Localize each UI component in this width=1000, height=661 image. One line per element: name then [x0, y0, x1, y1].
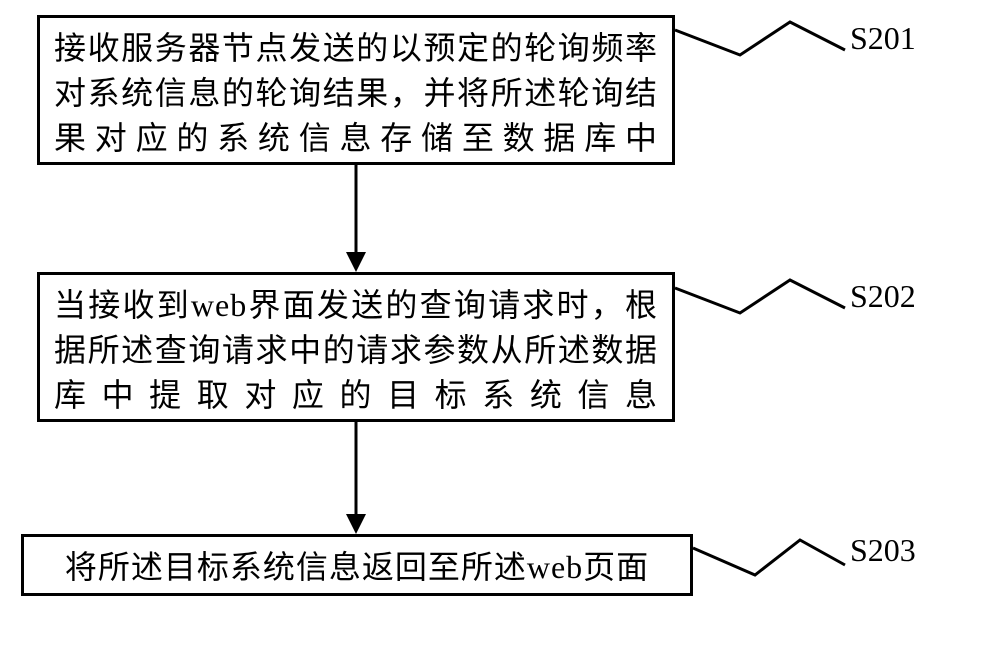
step-label-s203: S203 — [850, 532, 916, 569]
step-label-s202: S202 — [850, 278, 916, 315]
step-text: 将所述目标系统信息返回至所述web页面 — [65, 549, 649, 585]
flowchart-container: 接收服务器节点发送的以预定的轮询频率对系统信息的轮询结果，并将所述轮询结果对应的… — [0, 0, 1000, 661]
flowchart-step-s201: 接收服务器节点发送的以预定的轮询频率对系统信息的轮询结果，并将所述轮询结果对应的… — [37, 15, 675, 165]
step-text: 接收服务器节点发送的以预定的轮询频率对系统信息的轮询结果，并将所述轮询结果对应的… — [54, 30, 658, 156]
step-label-s201: S201 — [850, 20, 916, 57]
flowchart-step-s202: 当接收到web界面发送的查询请求时，根据所述查询请求中的请求参数从所述数据库中提… — [37, 272, 675, 422]
step-text: 当接收到web界面发送的查询请求时，根据所述查询请求中的请求参数从所述数据库中提… — [54, 287, 658, 413]
flowchart-step-s203: 将所述目标系统信息返回至所述web页面 — [21, 534, 693, 596]
